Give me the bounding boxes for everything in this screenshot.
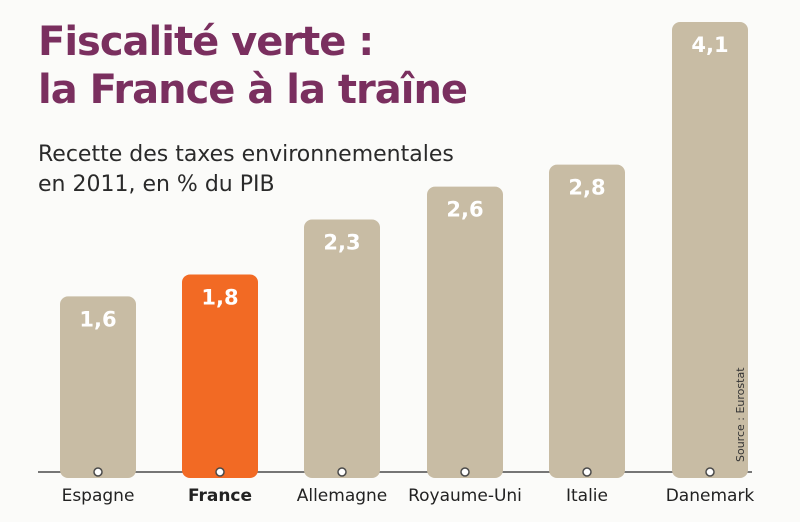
bar-espagne (60, 296, 136, 478)
chart-subtitle-line-2: en 2011, en % du PIB (38, 172, 275, 197)
chart-title-line-2: la France à la traîne (38, 67, 468, 113)
axis-tick-marker (582, 467, 592, 477)
bar-value-label: 2,3 (323, 231, 360, 255)
bar-allemagne (304, 219, 380, 478)
bar-italie (549, 164, 625, 478)
chart-subtitle-line-1: Recette des taxes environnementales (38, 142, 454, 167)
bar-france (182, 274, 258, 478)
bar-value-label: 1,8 (201, 285, 238, 309)
bar-value-label: 2,6 (446, 198, 483, 222)
source-note: Source : Eurostat (734, 367, 747, 462)
bar-value-label: 4,1 (691, 33, 728, 57)
axis-tick-marker (705, 467, 715, 477)
category-label: France (188, 486, 252, 506)
axis-tick-marker (215, 467, 225, 477)
bar-value-label: 2,8 (568, 176, 605, 200)
category-label: Allemagne (297, 486, 388, 506)
bar-danemark (672, 22, 748, 478)
category-label: Royaume-Uni (408, 486, 522, 506)
chart-subtitle: Recette des taxes environnementales en 2… (38, 140, 498, 200)
category-label: Italie (566, 486, 608, 506)
chart-title: Fiscalité verte : la France à la traîne (38, 18, 558, 114)
axis-tick-marker (460, 467, 470, 477)
category-label: Espagne (62, 486, 135, 506)
axis-tick-marker (337, 467, 347, 477)
axis-tick-marker (93, 467, 103, 477)
bar-value-label: 1,6 (79, 307, 116, 331)
chart-title-line-1: Fiscalité verte : (38, 19, 374, 65)
bar-royaume-uni (427, 186, 503, 478)
category-label: Danemark (666, 486, 755, 506)
